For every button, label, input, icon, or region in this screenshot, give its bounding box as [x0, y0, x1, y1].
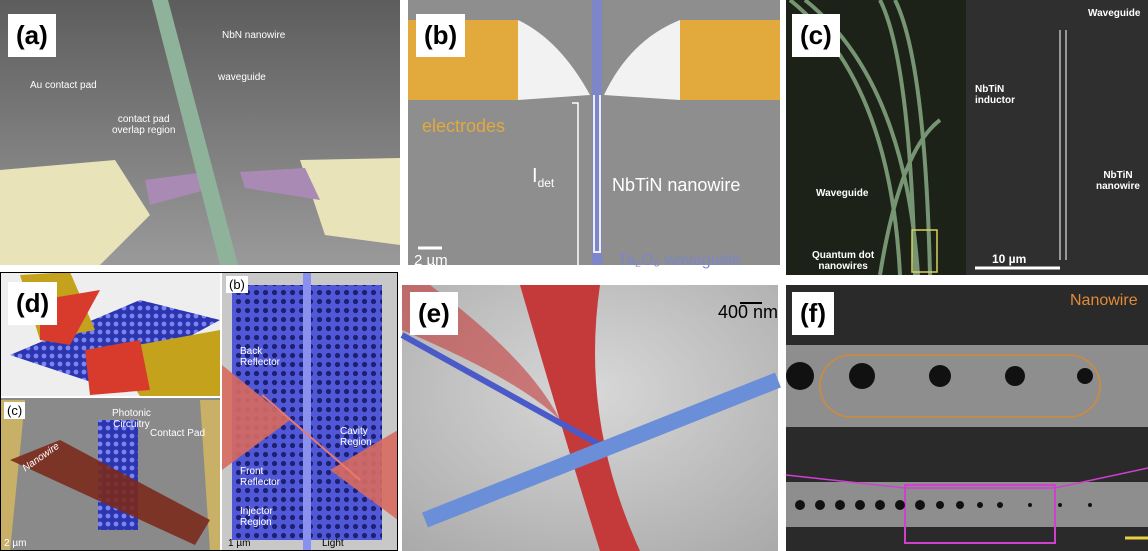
contact	[222, 365, 290, 470]
annotation: Light	[322, 538, 344, 549]
panel-c-image-right	[966, 0, 1148, 275]
line: Reflector	[240, 477, 281, 488]
beam	[786, 345, 1148, 427]
annotation: contact pad overlap region	[112, 114, 175, 136]
contact	[330, 430, 398, 520]
photonic-crystal	[10, 300, 220, 385]
nanowire	[261, 394, 361, 481]
annotation: Nanowire	[1070, 292, 1138, 309]
scale-label: 2 µm	[4, 538, 27, 549]
inset-label: (c)	[4, 402, 26, 419]
line: Cavity	[340, 426, 368, 437]
annotation: Contact Pad	[150, 428, 206, 439]
annotation: Cavity Region	[340, 426, 372, 448]
annotation: Au contact pad	[30, 80, 97, 91]
annotation: Ta₂O₅ waveguide	[618, 252, 741, 269]
inset-label: (b)	[226, 276, 248, 293]
highlight	[911, 229, 938, 273]
line: nanowires	[818, 261, 868, 272]
panel-label: (e)	[410, 292, 458, 335]
waveguide	[303, 272, 311, 551]
annotation: Waveguide	[816, 188, 869, 199]
panel-label: (a)	[8, 14, 56, 57]
contact	[518, 20, 590, 100]
line: Circuitry	[113, 419, 150, 430]
line: nanowire	[1096, 181, 1140, 192]
line: Region	[340, 437, 372, 448]
waveguides	[788, 0, 942, 276]
line: contact pad	[117, 114, 170, 125]
annotation: waveguide	[218, 72, 266, 83]
waveguide	[400, 332, 602, 448]
scale-label: 400 nm	[718, 302, 779, 322]
line: Photonic	[112, 408, 151, 419]
annotation: Waveguide	[1088, 8, 1141, 19]
annotation: Back Reflector	[240, 346, 280, 368]
annotation: NbTiN nanowire	[612, 175, 741, 195]
annotation: NbTiN nanowire	[1096, 170, 1140, 192]
annotation: Idet	[532, 165, 554, 194]
annotation: NbN nanowire	[222, 30, 286, 41]
overlap-region	[240, 168, 320, 200]
annotation: Injector Region	[240, 506, 273, 528]
annotation: NbTiN inductor	[975, 84, 1015, 106]
line: NbTiN	[1103, 170, 1133, 181]
zoom-box	[904, 484, 1056, 544]
waveguide	[152, 0, 238, 265]
line: Front	[240, 466, 264, 477]
scale-label: 10 µm	[992, 252, 1027, 266]
electrode	[680, 20, 780, 100]
line: inductor	[975, 95, 1015, 106]
contact-pad	[0, 400, 25, 551]
contact-pad	[300, 158, 400, 245]
contact-pad	[0, 160, 150, 265]
nanowire	[593, 95, 601, 253]
annotation: Front Reflector	[240, 466, 280, 488]
contact	[520, 285, 640, 551]
panel-label: (c)	[792, 14, 840, 57]
line: overlap region	[112, 125, 176, 136]
contact-pad	[200, 400, 220, 551]
line: Quantum dot	[812, 250, 875, 261]
line: Injector	[240, 506, 273, 517]
bracket	[572, 102, 579, 269]
nanowire	[819, 354, 1101, 418]
nanowire	[10, 440, 210, 545]
overlap-region	[145, 172, 205, 205]
beam	[786, 482, 1148, 527]
annotation: Photonic Circuitry	[112, 408, 151, 430]
contact	[85, 340, 150, 395]
subscript: det	[537, 176, 555, 190]
scale-label: 1 µm	[228, 538, 251, 549]
contact	[604, 20, 680, 100]
waveguide	[592, 0, 602, 265]
panel-label: (f)	[792, 292, 834, 335]
panel-label: (d)	[8, 282, 58, 325]
symbol: I	[532, 165, 538, 187]
line: Reflector	[240, 357, 281, 368]
annotation: Quantum dot nanowires	[812, 250, 874, 272]
line: Region	[240, 517, 272, 528]
scale-label: 2 µm	[414, 252, 448, 269]
line: NbTiN	[975, 84, 1005, 95]
line: Back	[240, 346, 263, 357]
panel-label: (b)	[416, 14, 466, 57]
annotation: electrodes	[422, 116, 506, 136]
waveguide	[422, 372, 781, 528]
